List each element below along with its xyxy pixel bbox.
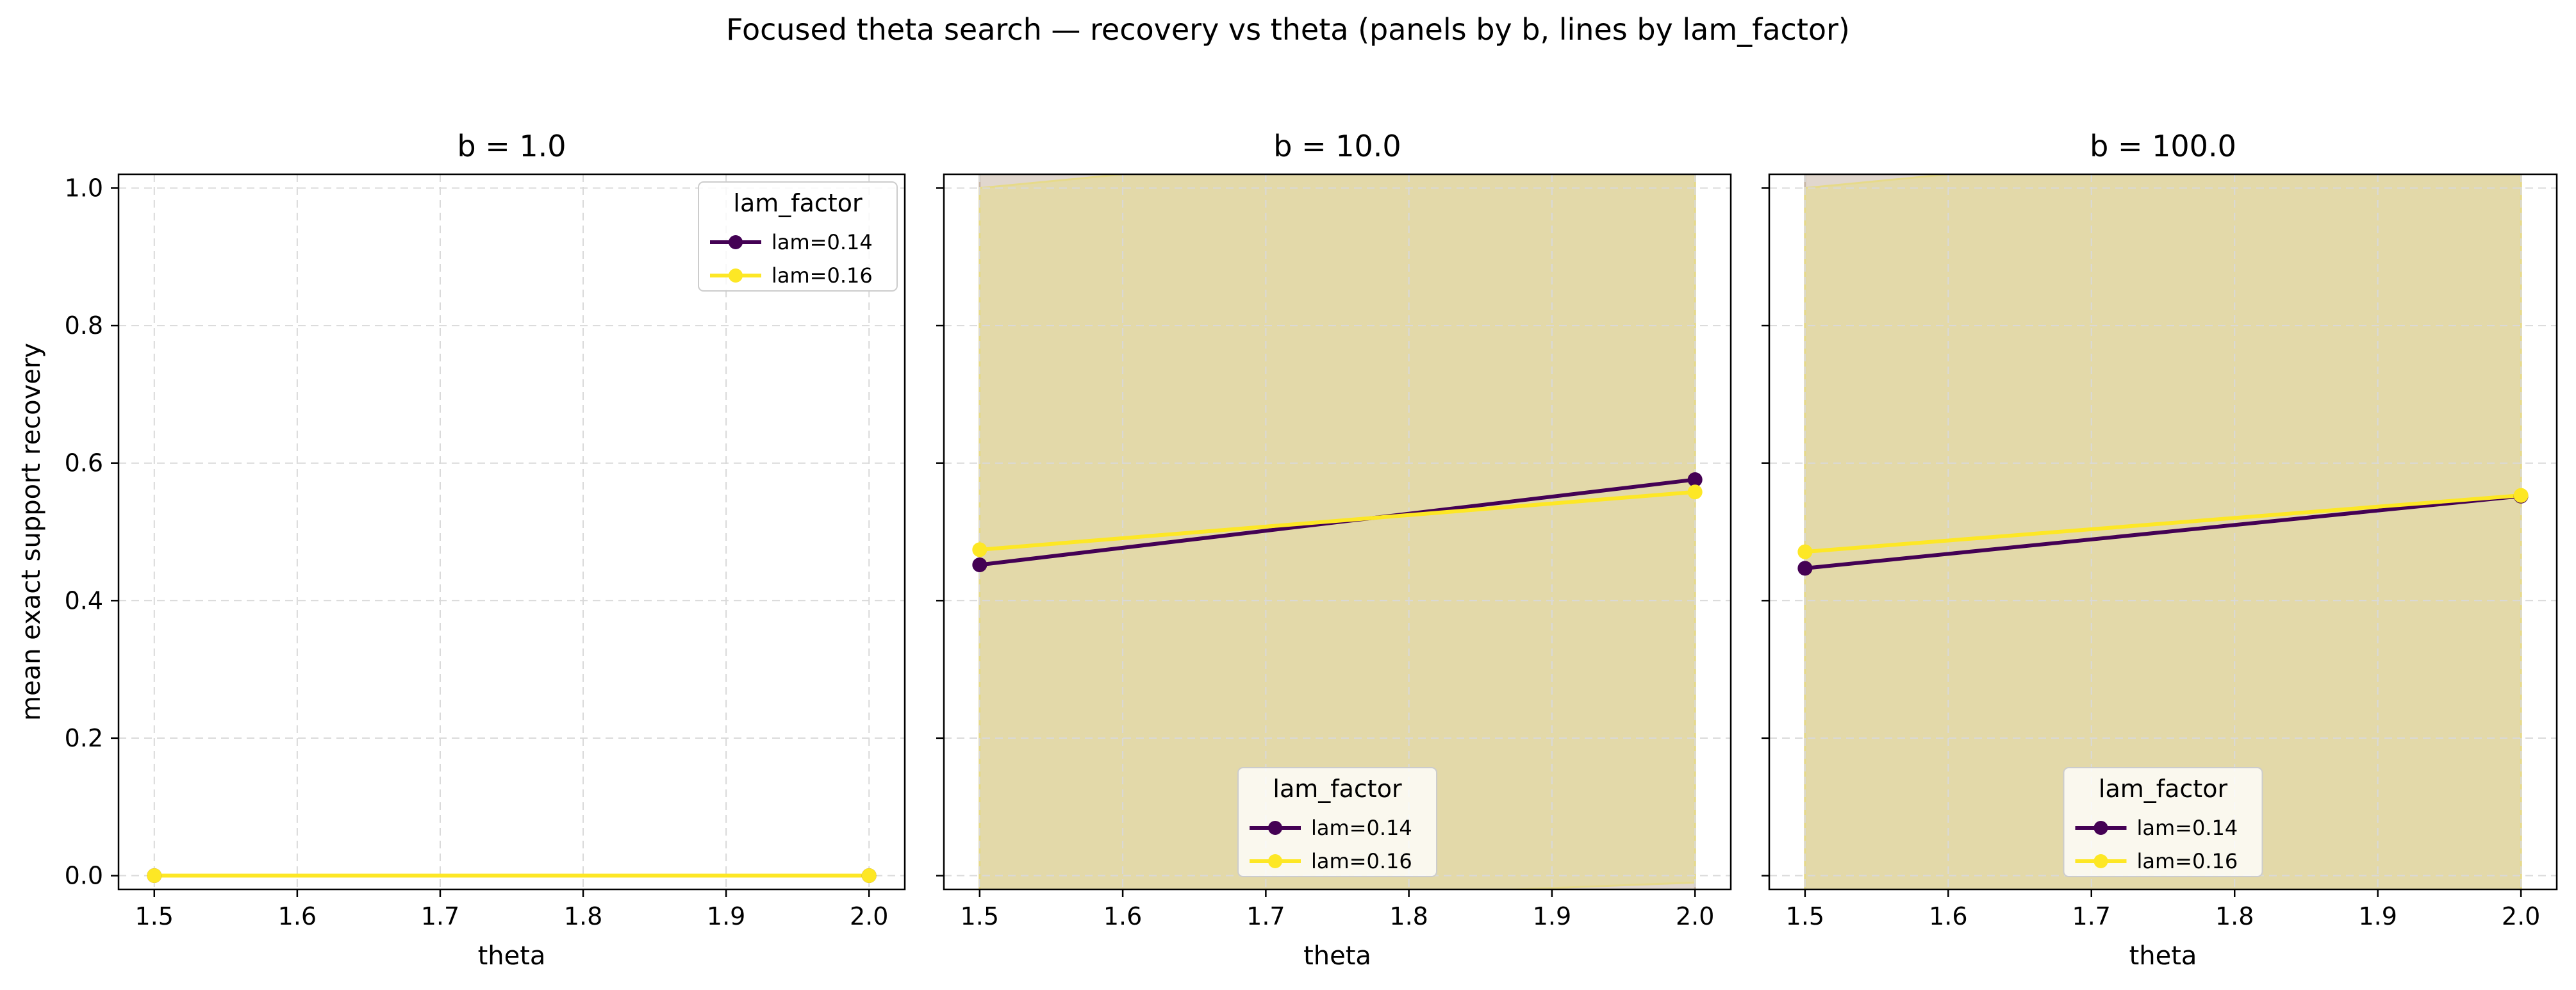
x-tick-label: 1.5 [1786, 902, 1824, 930]
data-point [1797, 561, 1813, 576]
legend-entry-label: lam=0.16 [2137, 849, 2238, 873]
x-axis-label: theta [2129, 941, 2197, 971]
figure-suptitle: Focused theta search — recovery vs theta… [726, 12, 1850, 47]
data-point [2513, 488, 2529, 503]
x-tick-label: 2.0 [850, 902, 888, 930]
y-tick-label: 0.4 [65, 586, 103, 615]
panel-title: b = 1.0 [457, 129, 566, 163]
panel-title: b = 100.0 [2090, 129, 2236, 163]
legend-swatch-marker [2093, 854, 2108, 868]
axes-frame [1768, 173, 2558, 891]
panel-3: 1.5 1.6 1.7 1.8 1.9 2.0 b = 100.0 theta lam_fact… [1762, 129, 2558, 971]
x-tick-label: 1.9 [707, 902, 745, 930]
legend-box [698, 181, 898, 292]
legend-title: lam_factor [1273, 775, 1402, 803]
legend-swatch-marker [729, 235, 743, 249]
axes-frame [943, 173, 1732, 891]
y-tick-label: 0.8 [65, 311, 103, 340]
data-point [972, 557, 987, 573]
legend-swatch-marker [2093, 821, 2108, 835]
legend: lam_factor lam=0.14 lam=0.16 [698, 181, 898, 292]
x-tick-label: 1.9 [2358, 902, 2397, 930]
series-line-lam=0.14 [1804, 494, 2522, 570]
x-tick-label: 2.0 [2502, 902, 2540, 930]
x-tick-label: 2.0 [1676, 902, 1714, 930]
data-point [1797, 544, 1813, 559]
data-point [861, 868, 877, 884]
plot-area [944, 174, 1731, 889]
legend-swatch-marker [1268, 821, 1282, 835]
x-tick-label: 1.9 [1533, 902, 1571, 930]
legend-entry-label: lam=0.14 [1311, 816, 1412, 840]
legend-entry-label: lam=0.14 [772, 230, 873, 254]
legend-entry-label: lam=0.16 [772, 263, 873, 288]
data-point [147, 868, 162, 884]
series-line-lam=0.16 [1804, 493, 2522, 554]
x-tick-label: 1.8 [564, 902, 602, 930]
panel-1: 1.5 1.6 1.7 1.8 1.9 2.0 0.0 0.2 0.4 0.6 0.8 1.0 b = … [17, 129, 906, 971]
x-tick-label: 1.7 [1246, 902, 1285, 930]
axes-frame [117, 173, 906, 891]
x-tick-label: 1.6 [1929, 902, 1967, 930]
legend-title: lam_factor [733, 189, 863, 217]
legend-box [2063, 767, 2263, 877]
data-point [1687, 484, 1703, 500]
legend-swatch-marker [729, 268, 743, 283]
x-tick-label: 1.6 [1103, 902, 1142, 930]
panel-2: 1.5 1.6 1.7 1.8 1.9 2.0 b = 10.0 theta lam_facto… [936, 129, 1732, 971]
x-tick-label: 1.7 [2072, 902, 2111, 930]
x-axis-label: theta [1303, 941, 1371, 971]
y-tick-label: 0.2 [65, 724, 103, 752]
series-line-lam=0.16 [979, 490, 1696, 552]
legend: lam_factor lam=0.14 lam=0.16 [2063, 767, 2263, 877]
y-tick-label: 1.0 [65, 174, 103, 202]
legend-box [1237, 767, 1437, 877]
x-tick-label: 1.6 [278, 902, 317, 930]
legend: lam_factor lam=0.14 lam=0.16 [1237, 767, 1437, 877]
legend-entry-label: lam=0.14 [2137, 816, 2238, 840]
x-axis-label: theta [478, 941, 546, 971]
y-tick-label: 0.0 [65, 862, 103, 890]
x-tick-label: 1.7 [421, 902, 459, 930]
x-tick-label: 1.8 [2215, 902, 2254, 930]
x-tick-label: 1.8 [1389, 902, 1428, 930]
x-tick-label: 1.5 [961, 902, 999, 930]
data-point [1687, 472, 1703, 487]
x-tick-label: 1.5 [135, 902, 174, 930]
legend-swatch-marker [1268, 854, 1282, 868]
y-tick-label: 0.6 [65, 449, 103, 477]
data-point [972, 542, 987, 557]
legend-entry-label: lam=0.16 [1311, 849, 1412, 873]
legend-title: lam_factor [2099, 775, 2228, 803]
y-axis-label: mean exact support recovery [17, 343, 46, 721]
panel-title: b = 10.0 [1273, 129, 1401, 163]
